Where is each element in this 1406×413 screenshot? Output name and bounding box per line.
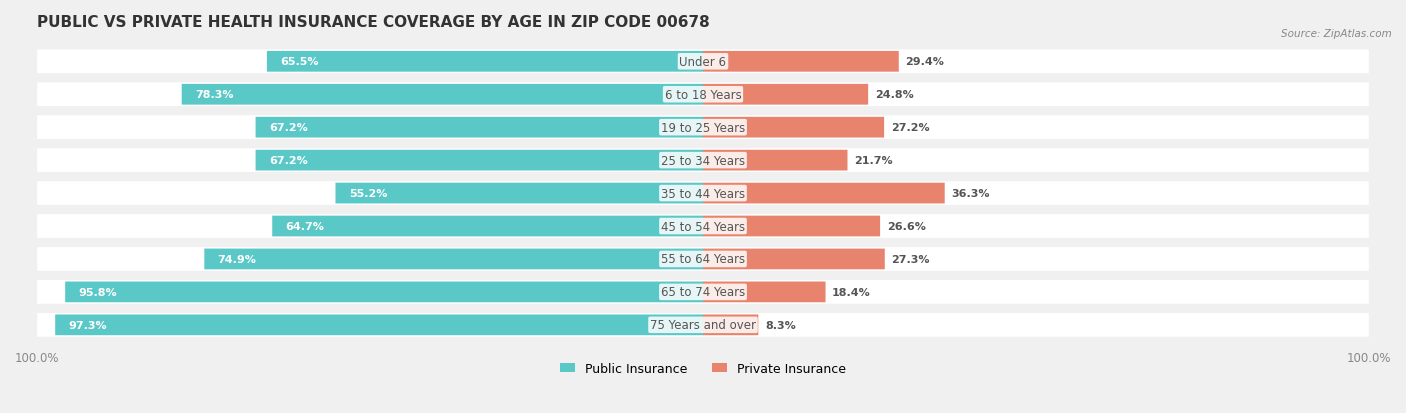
FancyBboxPatch shape [703,85,868,105]
FancyBboxPatch shape [703,183,945,204]
FancyBboxPatch shape [37,280,1369,304]
FancyBboxPatch shape [256,118,703,138]
Text: 8.3%: 8.3% [765,320,796,330]
FancyBboxPatch shape [256,150,703,171]
Text: 36.3%: 36.3% [952,189,990,199]
FancyBboxPatch shape [703,282,825,303]
FancyBboxPatch shape [204,249,703,270]
Text: 97.3%: 97.3% [69,320,107,330]
Text: 74.9%: 74.9% [218,254,256,264]
Text: 78.3%: 78.3% [195,90,233,100]
FancyBboxPatch shape [703,315,758,335]
FancyBboxPatch shape [37,182,1369,205]
Text: 67.2%: 67.2% [269,123,308,133]
Text: 24.8%: 24.8% [875,90,914,100]
Text: 18.4%: 18.4% [832,287,870,297]
Text: 67.2%: 67.2% [269,156,308,166]
FancyBboxPatch shape [37,116,1369,140]
Text: 45 to 54 Years: 45 to 54 Years [661,220,745,233]
Text: Under 6: Under 6 [679,56,727,69]
FancyBboxPatch shape [37,50,1369,74]
Text: 6 to 18 Years: 6 to 18 Years [665,88,741,102]
Text: 55 to 64 Years: 55 to 64 Years [661,253,745,266]
Text: 19 to 25 Years: 19 to 25 Years [661,121,745,134]
Text: 64.7%: 64.7% [285,221,325,231]
Text: PUBLIC VS PRIVATE HEALTH INSURANCE COVERAGE BY AGE IN ZIP CODE 00678: PUBLIC VS PRIVATE HEALTH INSURANCE COVER… [37,15,710,30]
FancyBboxPatch shape [703,52,898,73]
Text: 35 to 44 Years: 35 to 44 Years [661,187,745,200]
FancyBboxPatch shape [267,52,703,73]
FancyBboxPatch shape [37,215,1369,238]
FancyBboxPatch shape [336,183,703,204]
Text: 26.6%: 26.6% [887,221,925,231]
Text: 27.2%: 27.2% [891,123,929,133]
FancyBboxPatch shape [273,216,703,237]
Text: 27.3%: 27.3% [891,254,929,264]
Text: 95.8%: 95.8% [79,287,117,297]
FancyBboxPatch shape [703,249,884,270]
Text: 55.2%: 55.2% [349,189,387,199]
Text: Source: ZipAtlas.com: Source: ZipAtlas.com [1281,29,1392,39]
Text: 65.5%: 65.5% [280,57,319,67]
FancyBboxPatch shape [37,247,1369,271]
Text: 29.4%: 29.4% [905,57,945,67]
FancyBboxPatch shape [703,150,848,171]
Text: 75 Years and over: 75 Years and over [650,318,756,332]
Text: 25 to 34 Years: 25 to 34 Years [661,154,745,167]
FancyBboxPatch shape [703,118,884,138]
Text: 21.7%: 21.7% [853,156,893,166]
FancyBboxPatch shape [37,83,1369,107]
FancyBboxPatch shape [55,315,703,335]
FancyBboxPatch shape [181,85,703,105]
Legend: Public Insurance, Private Insurance: Public Insurance, Private Insurance [555,357,851,380]
Text: 65 to 74 Years: 65 to 74 Years [661,286,745,299]
FancyBboxPatch shape [37,313,1369,337]
FancyBboxPatch shape [65,282,703,303]
FancyBboxPatch shape [703,216,880,237]
FancyBboxPatch shape [37,149,1369,173]
